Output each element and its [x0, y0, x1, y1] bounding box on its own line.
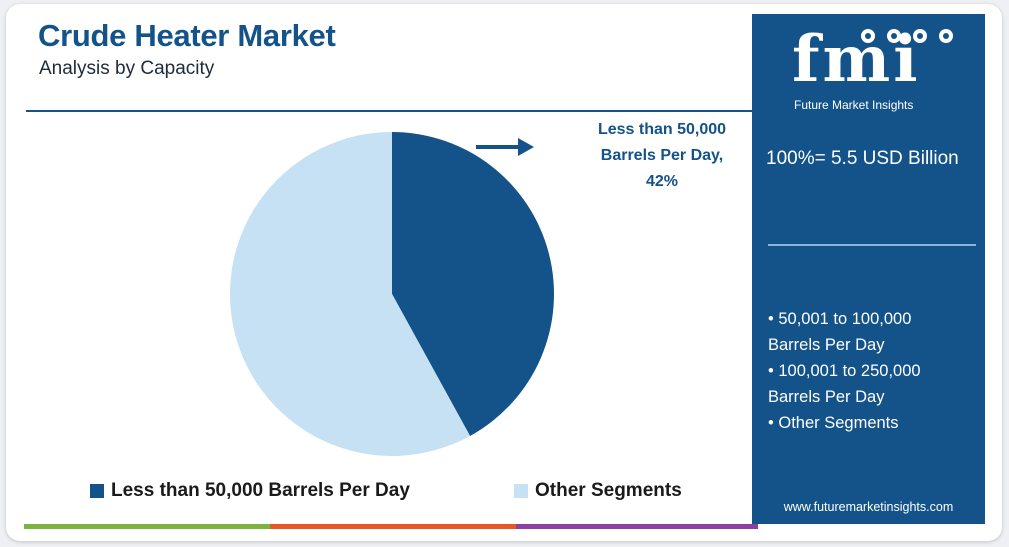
- callout-line-2: Barrels Per Day,: [600, 147, 724, 164]
- fmi-logo: fmi Future Market Insights: [792, 22, 962, 112]
- legend-item-other-segments: Other Segments: [514, 480, 682, 502]
- info-panel: fmi Future Market Insights 100%= 5.5 USD…: [752, 14, 985, 524]
- logo-people-icons: [861, 29, 953, 43]
- bottom-bar-purple: [516, 524, 758, 529]
- panel-divider: [768, 244, 976, 246]
- legend-swatch: [90, 484, 104, 498]
- website-link[interactable]: www.futuremarketinsights.com: [783, 500, 954, 514]
- logo-wordmark: fmi: [792, 22, 921, 97]
- legend-swatch: [514, 484, 528, 498]
- legend-item-less-than-50000: Less than 50,000 Barrels Per Day: [90, 480, 410, 502]
- segment-list-item: Barrels Per Day: [768, 388, 885, 406]
- segment-list-item: • 100,001 to 250,000: [768, 362, 921, 380]
- segment-list-item: • Other Segments: [768, 414, 899, 432]
- arrow-right-icon: [476, 138, 534, 156]
- segment-list-item: Barrels Per Day: [768, 336, 885, 354]
- legend-label: Other Segments: [535, 480, 682, 501]
- bottom-bar-orange: [270, 524, 516, 529]
- page-subtitle: Analysis by Capacity: [39, 58, 215, 79]
- header-divider: [26, 110, 756, 112]
- other-segments-list: • 50,001 to 100,000 Barrels Per Day • 10…: [768, 306, 978, 436]
- callout-line-3: 42%: [645, 173, 679, 190]
- page-title: Crude Heater Market: [38, 18, 336, 53]
- legend-label: Less than 50,000 Barrels Per Day: [111, 480, 410, 501]
- segment-list-item: • 50,001 to 100,000: [768, 310, 912, 328]
- market-total: 100%= 5.5 USD Billion: [766, 148, 959, 169]
- callout-line-1: Less than 50,000: [597, 121, 727, 138]
- slice-callout: Less than 50,000 Barrels Per Day, 42%: [572, 117, 752, 195]
- logo-subtitle: Future Market Insights: [794, 98, 914, 112]
- bottom-bar-green: [24, 524, 270, 529]
